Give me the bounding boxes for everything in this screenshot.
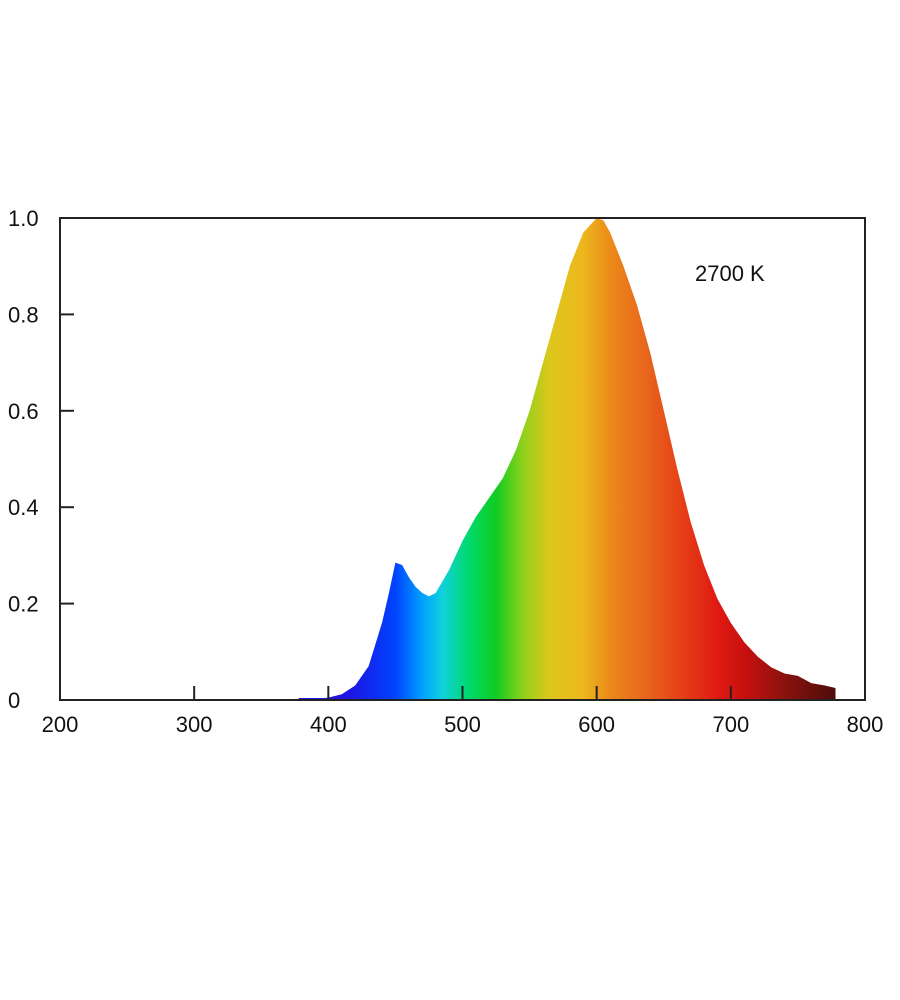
- x-tick-label: 800: [847, 712, 884, 737]
- ticks-layer: 200 300 400 500 600 700 800 0 0.2 0.4 0.6 0.8 1.0: [8, 206, 883, 737]
- y-tick-label: 0.6: [8, 399, 39, 424]
- x-tick-label: 500: [444, 712, 481, 737]
- x-tick-label: 300: [176, 712, 213, 737]
- x-tick-label: 600: [578, 712, 615, 737]
- y-tick-label: 0.8: [8, 302, 39, 327]
- x-tick-label: 400: [310, 712, 347, 737]
- x-tick-label: 700: [712, 712, 749, 737]
- plot-frame: [59, 217, 866, 701]
- plot-layer: [298, 218, 836, 700]
- y-tick-label: 0.4: [8, 495, 39, 520]
- x-tick-label: 200: [42, 712, 79, 737]
- spectrum-area: [298, 218, 836, 700]
- color-temperature-annotation: 2700 K: [695, 261, 765, 286]
- y-tick-label: 0.2: [8, 592, 39, 617]
- y-tick-label: 0: [8, 688, 20, 713]
- y-tick-label: 1.0: [8, 206, 39, 231]
